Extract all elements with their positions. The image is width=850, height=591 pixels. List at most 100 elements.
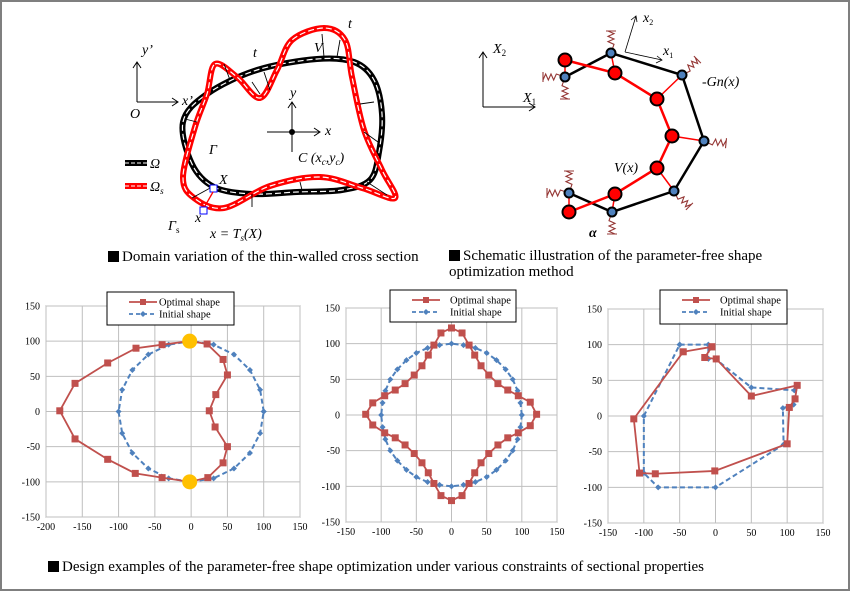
data-point — [472, 479, 479, 486]
x-tick-label: 0 — [189, 522, 194, 533]
data-point — [485, 450, 493, 458]
local-axes-x — [624, 15, 663, 64]
data-point — [369, 399, 377, 407]
velocity-arrow — [363, 131, 379, 143]
data-point — [401, 441, 409, 449]
caption-design-examples: Design examples of the parameter-free sh… — [48, 559, 704, 575]
label-X: X — [218, 173, 228, 188]
data-point — [158, 341, 166, 349]
data-point — [494, 380, 502, 388]
data-point — [424, 351, 432, 359]
data-point — [448, 497, 455, 505]
data-point — [436, 342, 443, 349]
updated-node — [607, 186, 623, 202]
data-point — [223, 443, 231, 451]
data-point — [381, 429, 389, 437]
label-X2: X2 — [492, 42, 506, 58]
spring-icon — [681, 55, 702, 76]
legend-marker — [140, 299, 146, 305]
local-axes — [267, 101, 321, 152]
legend-label: Initial shape — [159, 310, 211, 321]
bullet-square — [108, 251, 119, 262]
data-point — [391, 386, 399, 394]
spring-icon — [542, 72, 566, 82]
data-point — [430, 479, 438, 487]
data-point — [477, 362, 485, 370]
legend-marker — [693, 309, 699, 315]
x-tick-label: -150 — [73, 522, 91, 533]
updated-node — [557, 52, 573, 68]
data-point — [424, 344, 431, 351]
data-point — [418, 459, 426, 467]
label-y: y — [288, 86, 297, 101]
data-point — [203, 340, 211, 348]
data-point — [483, 349, 490, 356]
data-point — [418, 362, 426, 370]
label-origin: O — [130, 107, 140, 122]
data-point — [783, 440, 791, 448]
data-point — [701, 354, 709, 362]
data-point — [514, 436, 521, 443]
legend-box — [659, 289, 788, 325]
velocity-arrow — [223, 63, 231, 81]
data-point — [145, 351, 152, 358]
data-point — [509, 376, 516, 383]
legend-box — [106, 291, 235, 326]
spring-icon — [546, 188, 570, 198]
data-point — [533, 410, 541, 418]
data-point — [458, 492, 466, 500]
series-optimal-shape — [630, 343, 801, 478]
legend-marker — [693, 297, 699, 303]
data-point — [381, 392, 389, 400]
label-mapping: x = Ts(X) — [209, 227, 262, 243]
chart-3: -150 -100 -50 0 50 100 150 -150 -100 -50 0 50 100 150… — [584, 289, 831, 539]
spring-icon — [673, 190, 694, 211]
data-point — [131, 469, 139, 477]
y-tick-label: -100 — [322, 482, 340, 493]
data-point — [223, 371, 231, 379]
initial-node — [676, 69, 688, 81]
x-tick-label: 150 — [816, 528, 831, 539]
legend-omega-s-label: Ωs — [150, 180, 164, 196]
varied-domain-centerline — [182, 27, 397, 209]
data-point — [679, 348, 687, 356]
data-point — [210, 475, 217, 482]
x-tick-label: -100 — [372, 527, 390, 538]
data-point — [483, 474, 490, 481]
data-point — [460, 481, 467, 488]
centroid-point — [289, 129, 295, 135]
original-domain-centerline — [181, 57, 383, 195]
data-point — [509, 447, 516, 454]
data-point — [71, 379, 79, 387]
x-tick-label: 50 — [222, 522, 232, 533]
data-point — [391, 434, 399, 442]
series-initial-shape — [378, 340, 525, 490]
data-point — [636, 469, 644, 477]
chart-2: -150 -100 -50 0 50 100 150 -150 -100 -50 0 50 100 150… — [322, 289, 565, 538]
data-point — [485, 371, 493, 379]
data-point — [711, 467, 719, 475]
label-x2: x2 — [642, 11, 653, 27]
data-point — [410, 371, 418, 379]
data-point — [369, 421, 377, 429]
spring-icon — [703, 137, 728, 149]
initial-node — [563, 187, 575, 199]
y-tick-label: 50 — [30, 372, 40, 383]
data-point — [362, 410, 370, 418]
data-point — [651, 470, 659, 478]
x-tick-label: -150 — [599, 528, 617, 539]
label-thickness-2: t — [348, 17, 353, 32]
x-tick-label: 0 — [449, 527, 454, 538]
data-point — [526, 422, 534, 430]
data-point — [211, 423, 219, 431]
x-tick-label: -150 — [337, 527, 355, 538]
data-point — [448, 340, 455, 347]
label-velocity: V — [314, 41, 324, 56]
y-tick-label: 100 — [587, 340, 602, 351]
data-point — [436, 481, 443, 488]
y-tick-label: -100 — [584, 483, 602, 494]
